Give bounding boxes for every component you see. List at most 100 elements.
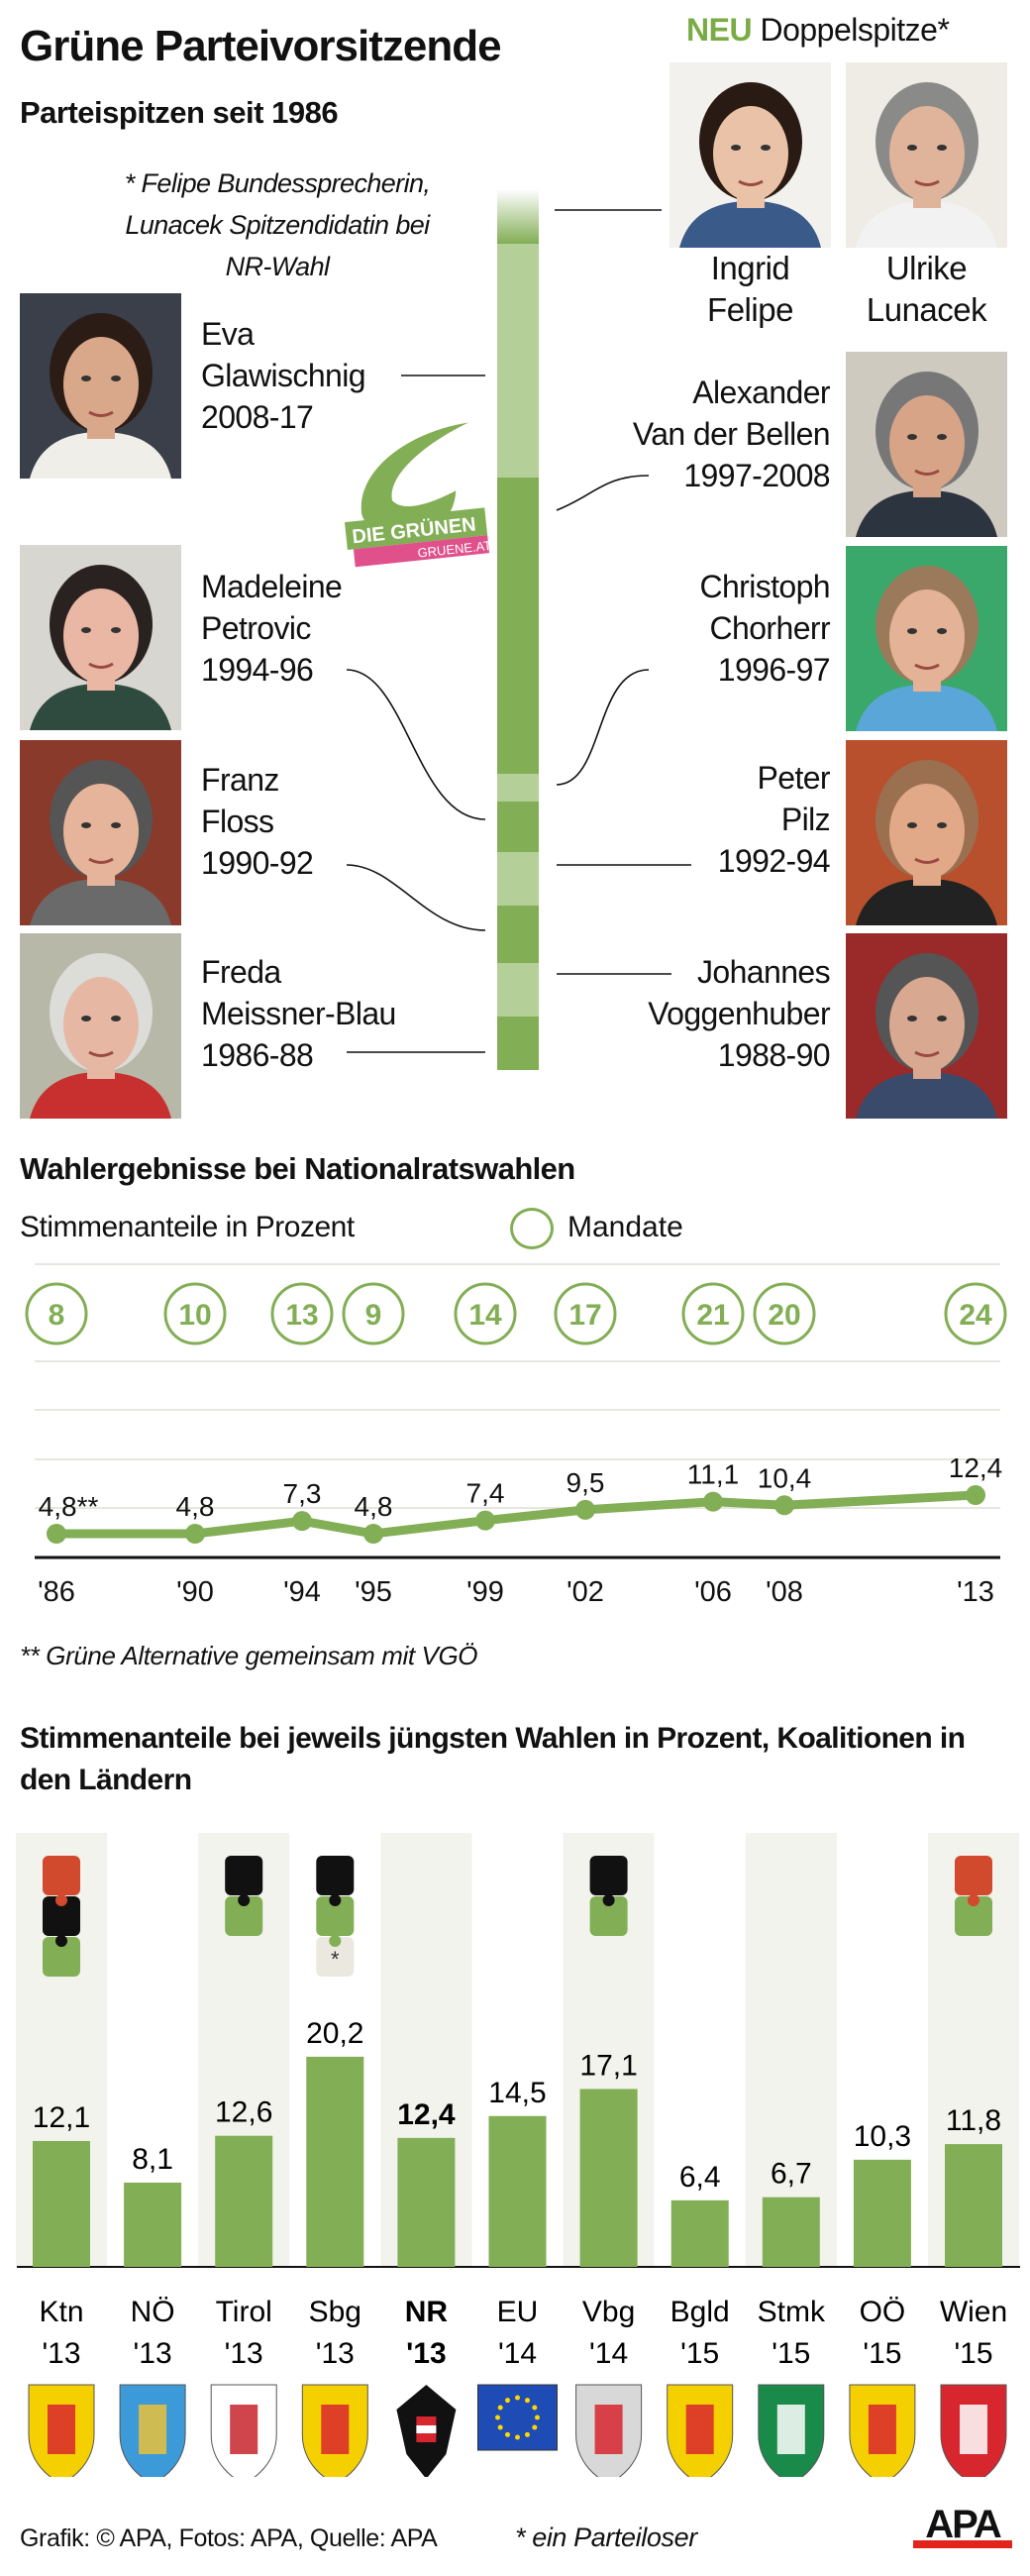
vote-share-point (47, 1524, 66, 1544)
apa-logo: APA (913, 2505, 1012, 2548)
page-subtitle: Parteispitzen seit 1986 (20, 95, 339, 130)
year-label: '15 (954, 2337, 992, 2370)
photo-alexander-van-der-bellen (846, 352, 1007, 537)
timeline-segment (497, 774, 539, 802)
bar-Wien (945, 2144, 1002, 2267)
column-background (745, 1833, 837, 2267)
year-tick-label: '08 (766, 1576, 803, 1608)
mandate-count: 20 (768, 1299, 800, 1332)
eu-star (505, 2431, 510, 2437)
leader-label: Madeleine Petrovic 1994-96 (201, 569, 343, 688)
category-label: EU (497, 2296, 539, 2328)
Salzburg-arms-icon (301, 2384, 368, 2477)
year-label: '14 (589, 2337, 628, 2370)
independent-mark: * (331, 1947, 340, 1972)
mandate-circle (681, 1282, 745, 1345)
year-tick-label: '94 (283, 1576, 321, 1608)
bar-Bgld (670, 2200, 729, 2267)
eu-star (515, 2434, 520, 2440)
coalition-piece-red (955, 1856, 992, 1895)
shield-emblem (960, 2405, 987, 2454)
year-tick-label: '99 (466, 1576, 504, 1608)
Wien-arms-icon (940, 2384, 1007, 2477)
shield-emblem (230, 2405, 258, 2454)
Niederösterreich-arms-icon (119, 2384, 186, 2477)
year-tick-label: '06 (694, 1576, 732, 1608)
Tirol-arms-icon (210, 2384, 277, 2477)
leader-label: Eva Glawischnig 2008-17 (201, 316, 366, 435)
leader-label: Christoph Chorherr 1996-97 (699, 569, 830, 688)
new-leader-name: Ingrid Felipe (707, 250, 793, 328)
election-chart-ylabel: Stimmenanteile in Prozent (20, 1211, 355, 1243)
timeline-segment-new (497, 189, 539, 244)
bar-Sbg (306, 2056, 364, 2267)
timeline-segment (497, 1017, 539, 1070)
photo-johannes-voggenhuber (846, 933, 1007, 1119)
shield-emblem (868, 2405, 896, 2454)
mandate-legend-circle-icon (510, 1208, 554, 1249)
year-label: '15 (863, 2337, 901, 2370)
bar-value-label: 14,5 (488, 2077, 546, 2109)
photo-franz-floss (20, 740, 181, 925)
mandate-circle (342, 1282, 405, 1345)
bar-value-label: 6,4 (679, 2161, 721, 2194)
bar-value-label: 6,7 (771, 2158, 812, 2191)
category-label: Tirol (216, 2296, 272, 2328)
mandate-circle (163, 1282, 227, 1345)
puzzle-knob (55, 1935, 67, 1947)
category-label: NÖ (131, 2296, 175, 2328)
puzzle-knob (55, 1894, 67, 1906)
timeline-segment (497, 244, 539, 478)
leader-label: Johannes Voggenhuber 1988-90 (648, 954, 830, 1073)
category-label: Ktn (39, 2296, 83, 2328)
category-label: Bgld (670, 2296, 730, 2328)
mandate-count: 8 (49, 1299, 65, 1332)
shield-emblem (321, 2405, 350, 2454)
mandate-circle (554, 1282, 617, 1345)
vote-share-label: 12,4 (949, 1452, 1003, 1483)
shield-emblem (685, 2405, 714, 2454)
shield-emblem (776, 2405, 805, 2454)
connector-line (346, 864, 486, 931)
category-label: NR (405, 2296, 449, 2328)
timeline-connectors: DIE GRÜNEN GRUENE.AT (344, 209, 691, 1053)
EU-flag-icon (477, 2384, 558, 2451)
bar-value-label: 20,2 (306, 2017, 363, 2050)
Kärnten-arms-icon (28, 2384, 95, 2477)
vote-share-point (575, 1499, 595, 1520)
mandate-circle (454, 1282, 517, 1345)
mandate-count: 14 (468, 1299, 502, 1332)
eu-star (497, 2405, 503, 2411)
year-label: '13 (42, 2337, 80, 2370)
year-tick-label: '02 (566, 1576, 604, 1608)
leader-label: Franz Floss 1990-92 (201, 762, 314, 881)
coalition-piece-green (955, 1896, 992, 1936)
photo-ingrid-felipe (670, 62, 831, 248)
vote-share-label: 4,8 (355, 1491, 393, 1522)
coalition-piece-red (43, 1856, 80, 1895)
connector-line (346, 669, 486, 820)
footnote-line: NR-Wahl (225, 252, 330, 281)
credits: Grafik: © APA, Fotos: APA, Quelle: APA (20, 2524, 438, 2552)
year-tick-label: '13 (957, 1576, 994, 1608)
coalition-piece-black (225, 1856, 263, 1895)
Oberösterreich-arms-icon (849, 2384, 916, 2477)
year-label: '13 (316, 2337, 355, 2370)
mandate-legend-label: Mandate (567, 1211, 683, 1243)
puzzle-knob (602, 1894, 615, 1906)
mandate-count: 10 (178, 1299, 211, 1332)
vote-share-point (966, 1485, 985, 1506)
bar-value-label: 17,1 (579, 2049, 637, 2082)
vote-share-point (292, 1511, 312, 1532)
puzzle-knob (329, 1894, 342, 1906)
leadership-footnote: * Felipe Bundessprecherin, Lunacek Spitz… (119, 162, 436, 287)
timeline-segment (497, 478, 539, 774)
vote-share-label: 10,4 (758, 1462, 812, 1493)
year-label: '13 (406, 2337, 447, 2370)
coalition-piece-neutral (316, 1937, 355, 1977)
vote-share-point (475, 1510, 495, 1531)
year-label: '14 (498, 2337, 537, 2370)
Steiermark-arms-icon (758, 2384, 825, 2477)
mandate-circle (944, 1282, 1007, 1345)
eu-star (525, 2398, 530, 2404)
